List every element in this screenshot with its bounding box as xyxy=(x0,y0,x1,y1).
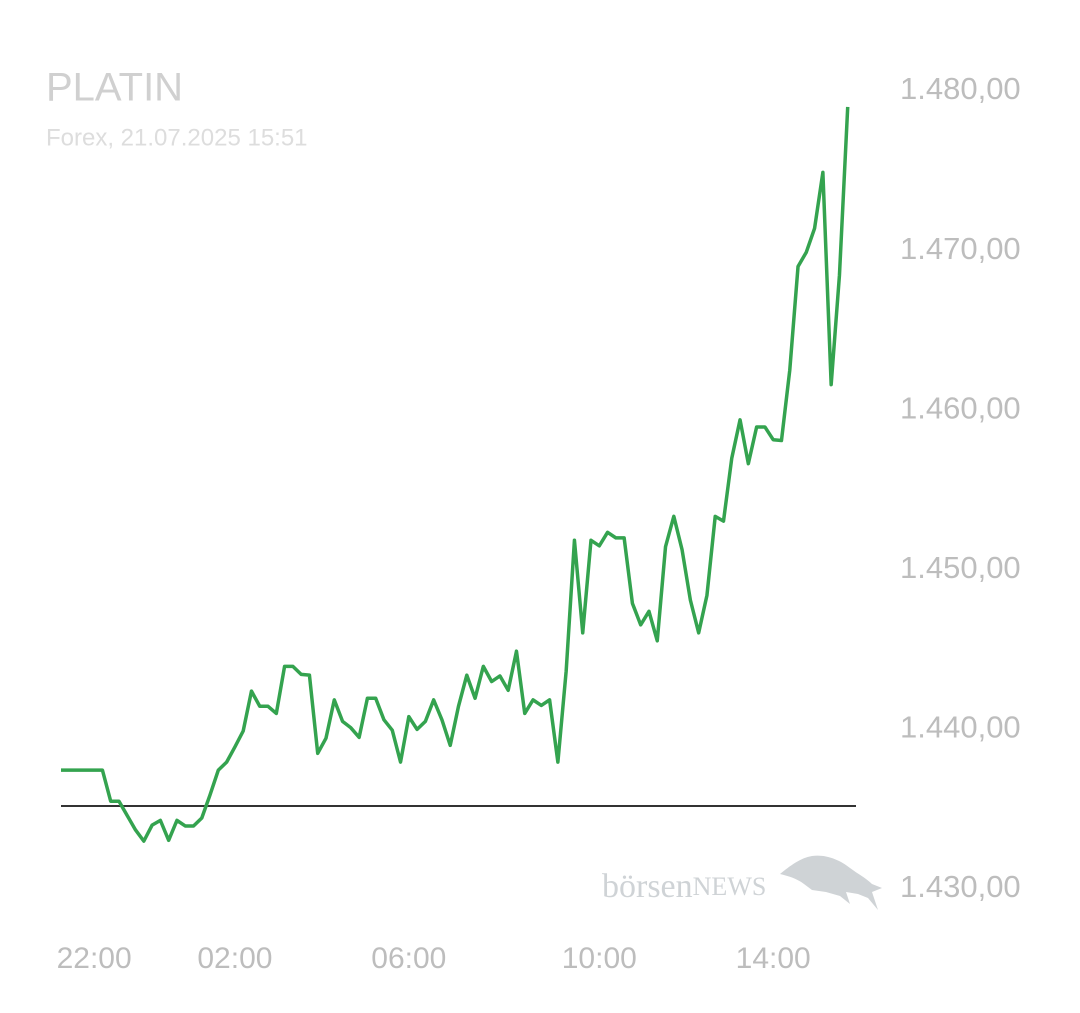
y-tick-label: 1.440,00 xyxy=(900,710,1021,745)
watermark: börsenNEWS xyxy=(602,855,882,910)
x-tick-label: 22:00 xyxy=(57,942,132,975)
x-tick-label: 10:00 xyxy=(562,942,637,975)
x-tick-label: 14:00 xyxy=(736,942,811,975)
watermark-part: börsen xyxy=(602,868,693,905)
x-tick-label: 02:00 xyxy=(197,942,272,975)
y-tick-label: 1.480,00 xyxy=(900,71,1021,106)
chart-title: PLATIN xyxy=(46,66,183,110)
x-tick-label: 06:00 xyxy=(371,942,446,975)
y-tick-label: 1.450,00 xyxy=(900,550,1021,585)
price-line xyxy=(61,106,850,843)
y-tick-label: 1.430,00 xyxy=(900,869,1021,904)
watermark-bull xyxy=(780,855,882,910)
watermark-text: börsenNEWS xyxy=(602,868,766,905)
y-tick-label: 1.470,00 xyxy=(900,231,1021,266)
chart-subtitle: Forex, 21.07.2025 15:51 xyxy=(46,124,308,151)
y-tick-label: 1.460,00 xyxy=(900,390,1021,425)
watermark-part: NEWS xyxy=(693,872,767,901)
